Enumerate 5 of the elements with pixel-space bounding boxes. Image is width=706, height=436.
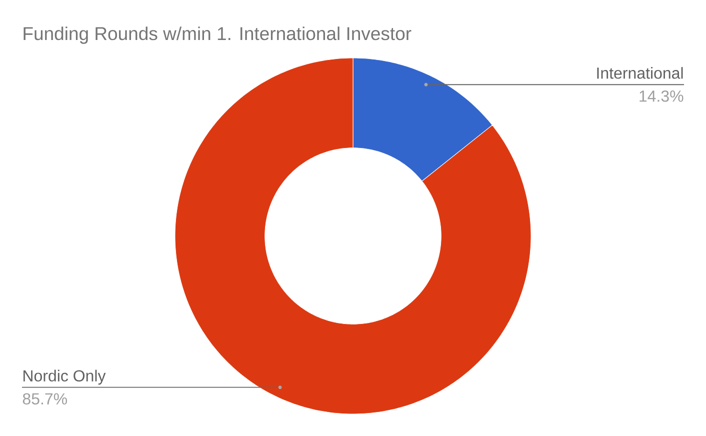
- slice-label: Nordic Only: [24, 370, 106, 385]
- data-label: 85.7%: [22, 393, 67, 405]
- slice-label: International: [597, 67, 683, 79]
- chart-title: Funding Rounds w/min 1. International Investor: [24, 26, 412, 44]
- data-label: 14.3%: [640, 90, 684, 102]
